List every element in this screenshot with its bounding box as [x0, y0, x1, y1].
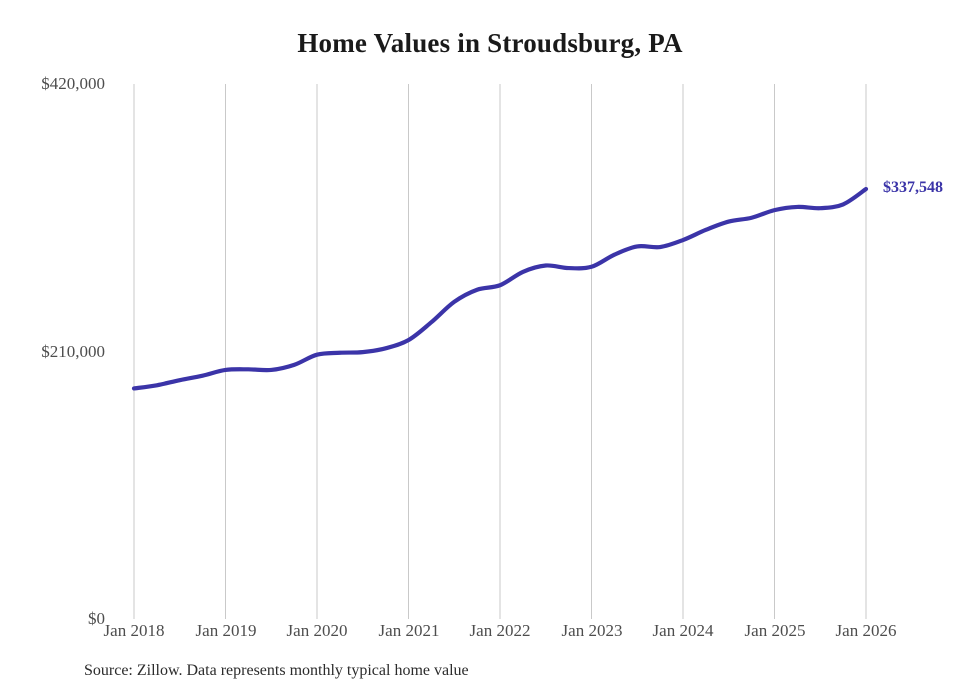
y-axis-tick-210000: $210,000 [41, 341, 105, 361]
y-axis-tick-420000: $420,000 [41, 74, 105, 93]
x-axis-tick-jan-2020: Jan 2020 [286, 621, 348, 640]
end-value-label: $337,548 [883, 179, 943, 197]
x-axis-tick-jan-2022: Jan 2022 [469, 621, 531, 640]
source-note: Source: Zillow. Data represents monthly … [84, 662, 469, 679]
x-axis-tick-jan-2018: Jan 2018 [103, 621, 165, 640]
data-line-series [131, 186, 869, 391]
gridlines-group [133, 84, 867, 619]
y-axis-tick-0: $0 [88, 609, 105, 628]
x-axis-tick-jan-2023: Jan 2023 [561, 621, 623, 640]
x-axis-tick-jan-2025: Jan 2025 [744, 621, 806, 640]
x-axis-tick-jan-2019: Jan 2019 [195, 621, 257, 640]
chart-title: Home Values in Stroudsburg, PA [297, 28, 683, 58]
x-axis-tick-jan-2021: Jan 2021 [378, 621, 440, 640]
x-axis-tick-jan-2026: Jan 2026 [835, 621, 897, 640]
x-axis-tick-jan-2024: Jan 2024 [652, 621, 714, 640]
